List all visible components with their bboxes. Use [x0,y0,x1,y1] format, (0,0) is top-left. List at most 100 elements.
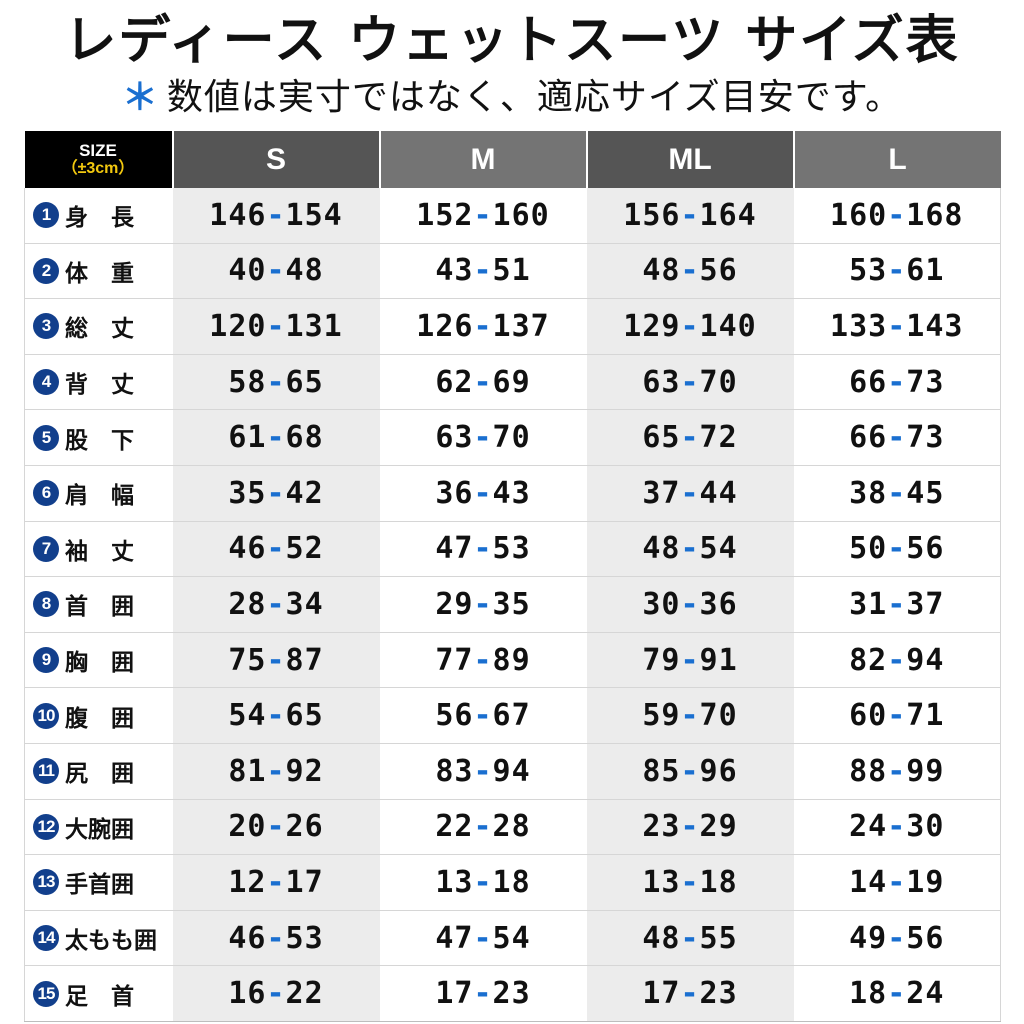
range-min: 46 [228,531,267,567]
range-max: 19 [906,864,945,900]
range-min: 20 [228,809,267,845]
range-min: 49 [849,920,888,956]
range-min: 61 [228,420,267,456]
range-min: 14 [849,864,888,900]
range-min: 66 [849,420,888,456]
value-cell-ml: 65-72 [586,409,794,466]
range-min: 63 [435,420,474,456]
value-cell-m: 63-70 [379,409,587,466]
value-cell-m: 77-89 [379,632,587,689]
row-number-badge: 13 [33,869,59,896]
range-dash: - [473,753,493,789]
range-dash: - [266,586,286,622]
range-max: 164 [699,197,757,233]
range-max: 94 [906,642,945,678]
range-max: 37 [906,586,945,622]
range-dash: - [887,920,907,956]
range-max: 131 [285,308,343,344]
range-min: 83 [435,753,474,789]
measurement-label: 背 丈 [65,372,134,399]
value-cell-l: 24-30 [793,799,1001,856]
range-min: 40 [228,253,267,289]
value-cell-l: 82-94 [793,632,1001,689]
range-max: 48 [285,253,324,289]
range-dash: - [887,642,907,678]
range-min: 13 [642,864,681,900]
range-min: 58 [228,364,267,400]
range-dash: - [473,364,493,400]
range-dash: - [473,976,493,1012]
value-cell-ml: 63-70 [586,354,794,411]
row-label-cell: 12 大腕囲 [24,799,173,856]
range-dash: - [680,253,700,289]
measurement-label: 太もも囲 [65,928,157,955]
value-cell-l: 53-61 [793,243,1001,300]
range-max: 68 [285,420,324,456]
range-dash: - [266,308,286,344]
value-cell-m: 83-94 [379,743,587,800]
range-max: 65 [285,364,324,400]
range-max: 71 [906,698,945,734]
value-cell-ml: 37-44 [586,465,794,522]
row-number-badge: 3 [33,313,59,340]
row-number-badge: 4 [33,369,59,396]
range-min: 16 [228,976,267,1012]
range-dash: - [266,420,286,456]
range-max: 61 [906,253,945,289]
range-dash: - [473,253,493,289]
value-cell-l: 133-143 [793,298,1001,355]
table-row: 15 足 首 16-22 17-23 17-23 18-24 [24,965,1001,1022]
range-max: 28 [492,809,531,845]
table-row: 11 尻 囲 81-92 83-94 85-96 88-99 [24,743,1001,800]
range-dash: - [266,364,286,400]
range-min: 56 [435,698,474,734]
asterisk-mark: ＊ [121,77,159,118]
range-max: 70 [492,420,531,456]
row-number-badge: 11 [33,758,59,785]
range-max: 69 [492,364,531,400]
range-max: 99 [906,753,945,789]
range-min: 53 [849,253,888,289]
range-min: 48 [642,531,681,567]
value-cell-s: 75-87 [172,632,380,689]
measurement-label: 股 下 [65,427,134,454]
range-dash: - [887,197,907,233]
row-number-badge: 12 [33,813,59,840]
range-min: 88 [849,753,888,789]
value-cell-l: 38-45 [793,465,1001,522]
range-dash: - [266,753,286,789]
range-min: 22 [435,809,474,845]
range-max: 70 [699,698,738,734]
range-dash: - [473,531,493,567]
column-header-s: S [171,131,380,188]
value-cell-l: 60-71 [793,687,1001,744]
range-max: 53 [492,531,531,567]
table-row: 13 手首囲 12-17 13-18 13-18 14-19 [24,854,1001,911]
range-dash: - [680,197,700,233]
range-min: 47 [435,531,474,567]
size-header-cell: SIZE （±3cm） [24,131,173,188]
range-min: 48 [642,920,681,956]
range-min: 152 [416,197,474,233]
range-max: 92 [285,753,324,789]
range-dash: - [680,586,700,622]
range-dash: - [680,809,700,845]
value-cell-ml: 13-18 [586,854,794,911]
range-dash: - [887,698,907,734]
range-dash: - [887,864,907,900]
value-cell-l: 160-168 [793,188,1001,244]
range-min: 50 [849,531,888,567]
value-cell-s: 12-17 [172,854,380,911]
value-cell-ml: 30-36 [586,576,794,633]
range-dash: - [680,698,700,734]
size-tolerance-label: （±3cm） [61,159,135,177]
range-min: 160 [830,197,888,233]
